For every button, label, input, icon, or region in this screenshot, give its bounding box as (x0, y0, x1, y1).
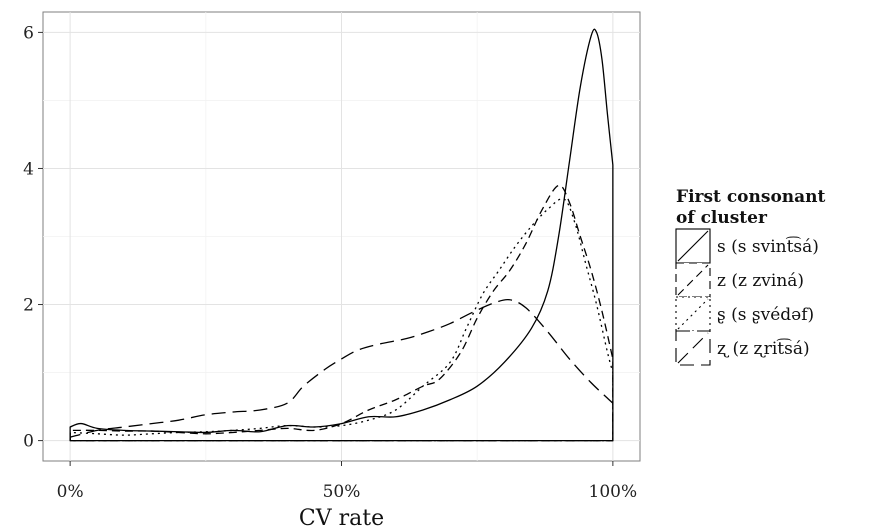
x-tick-label: 100% (589, 482, 638, 502)
legend-label-2: z (z zviná) (717, 271, 804, 291)
legend-title-line-1: First consonant (676, 187, 826, 207)
legend-entries: s (s svint͡sá) z (z zviná) ʂ (s ʂvédəf) ʐ (… (675, 228, 819, 366)
y-tick-label: 0 (23, 432, 34, 452)
y-axis-ticks: 0 2 4 6 (23, 23, 43, 452)
legend-key-line-4 (677, 332, 709, 364)
density-curve-4 (69, 298, 614, 442)
x-axis-title: CV rate (299, 506, 384, 531)
legend-key-3 (675, 296, 711, 332)
density-curve-3 (69, 198, 614, 442)
legend-key-line-2 (677, 264, 709, 296)
legend-label-1: s (s svint͡sá) (717, 236, 819, 257)
y-tick-label: 2 (23, 296, 34, 316)
y-tick-label: 6 (23, 23, 34, 43)
plot-panel (42, 11, 641, 462)
x-tick-label: 50% (323, 482, 361, 502)
y-tick-label: 4 (23, 159, 34, 179)
legend-key-line-1 (677, 230, 709, 262)
legend-key-line-3 (677, 298, 709, 330)
legend: First consonant of cluster s (s svint͡sá… (675, 187, 826, 366)
x-tick-label: 0% (57, 482, 84, 502)
legend-label-3: ʂ (s ʂvédəf) (717, 305, 814, 325)
x-axis-ticks: 0% 50% 100% (57, 461, 638, 502)
legend-title-line-2: of cluster (676, 208, 768, 228)
density-curves (69, 28, 614, 442)
legend-label-4: ʐ (z ʐrit͡sá) (717, 338, 810, 359)
density-curve-2 (69, 184, 614, 442)
